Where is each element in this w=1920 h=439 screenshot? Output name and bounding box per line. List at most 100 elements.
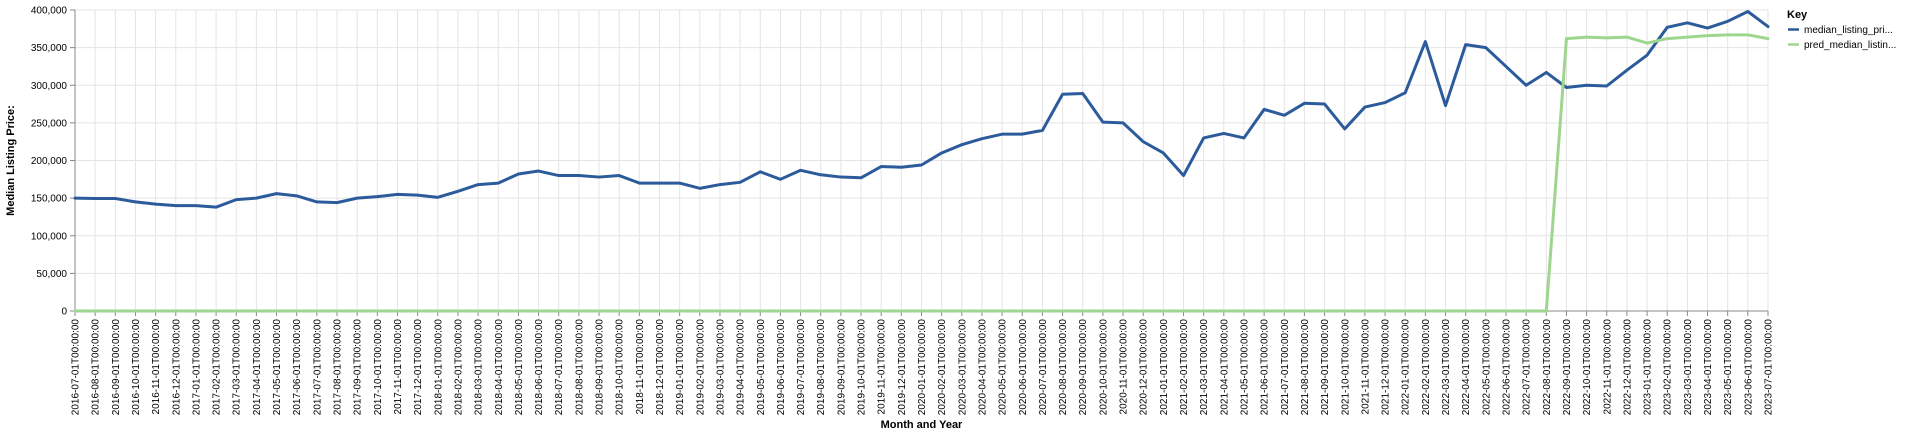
data-point — [1444, 104, 1446, 106]
data-point — [779, 178, 781, 180]
data-point — [1162, 152, 1164, 154]
x-tick-label: 2021-08-01T00:00:00 — [1300, 319, 1311, 416]
x-tick-label: 2020-11-01T00:00:00 — [1119, 319, 1130, 415]
data-point — [1344, 128, 1346, 130]
x-tick-label: 2016-08-01T00:00:00 — [91, 319, 102, 416]
x-tick-label: 2020-02-01T00:00:00 — [937, 319, 948, 416]
data-point — [1464, 43, 1466, 45]
x-tick-label: 2022-05-01T00:00:00 — [1481, 319, 1492, 416]
data-point — [1102, 310, 1104, 312]
x-tick-label: 2018-01-01T00:00:00 — [433, 319, 444, 416]
data-point — [1686, 36, 1688, 38]
data-point — [860, 177, 862, 179]
data-point — [497, 182, 499, 184]
data-point — [1565, 86, 1567, 88]
data-point — [1767, 37, 1769, 39]
x-tick-label: 2021-05-01T00:00:00 — [1239, 319, 1250, 416]
x-tick-label: 2017-06-01T00:00:00 — [292, 319, 303, 416]
data-point — [1585, 36, 1587, 38]
x-tick-label: 2017-09-01T00:00:00 — [353, 319, 364, 416]
data-point — [1726, 20, 1728, 22]
data-point — [255, 197, 257, 199]
data-point — [1021, 133, 1023, 135]
data-point — [1545, 71, 1547, 73]
x-tick-label: 2023-06-01T00:00:00 — [1743, 319, 1754, 416]
data-point — [275, 310, 277, 312]
data-point — [1464, 310, 1466, 312]
data-point — [1726, 34, 1728, 36]
x-tick-label: 2021-06-01T00:00:00 — [1260, 319, 1271, 416]
data-point — [1626, 69, 1628, 71]
data-point — [1303, 310, 1305, 312]
data-point — [1243, 310, 1245, 312]
x-tick-label: 2020-07-01T00:00:00 — [1038, 319, 1049, 416]
data-point — [678, 182, 680, 184]
data-point — [658, 310, 660, 312]
x-axis-title: Month and Year — [881, 419, 963, 431]
data-point — [457, 190, 459, 192]
data-point — [416, 310, 418, 312]
x-tick-label: 2018-10-01T00:00:00 — [615, 319, 626, 416]
data-point — [1182, 310, 1184, 312]
data-point — [739, 181, 741, 183]
data-point — [1364, 310, 1366, 312]
data-point — [638, 310, 640, 312]
data-point — [477, 310, 479, 312]
data-point — [1041, 129, 1043, 131]
x-tick-label: 2020-12-01T00:00:00 — [1139, 319, 1150, 416]
data-point — [517, 310, 519, 312]
x-tick-label: 2021-07-01T00:00:00 — [1280, 319, 1291, 416]
data-point — [1323, 310, 1325, 312]
axes: 0 50,000 100,000 150,000 200,000 250,000 300,0… — [31, 6, 1775, 416]
y-tick-label: 250,000 — [31, 118, 68, 129]
x-tick-label: 2022-03-01T00:00:00 — [1441, 319, 1452, 416]
data-point — [699, 310, 701, 312]
y-tick-label: 400,000 — [31, 6, 68, 17]
data-point — [618, 174, 620, 176]
data-point — [1082, 310, 1084, 312]
data-point — [1485, 46, 1487, 48]
data-point — [316, 310, 318, 312]
data-point — [275, 192, 277, 194]
data-point — [336, 310, 338, 312]
data-point — [1223, 132, 1225, 134]
x-tick-label: 2021-09-01T00:00:00 — [1320, 319, 1331, 416]
data-point — [336, 201, 338, 203]
x-tick-label: 2017-10-01T00:00:00 — [373, 319, 384, 416]
data-point — [296, 195, 298, 197]
data-point — [175, 204, 177, 206]
data-point — [356, 197, 358, 199]
data-point — [598, 176, 600, 178]
x-tick-label: 2018-11-01T00:00:00 — [635, 319, 646, 415]
data-point — [1606, 85, 1608, 87]
x-tick-label: 2020-01-01T00:00:00 — [917, 319, 928, 416]
data-point — [900, 166, 902, 168]
legend-title: Key — [1787, 9, 1808, 21]
x-tick-label: 2019-03-01T00:00:00 — [715, 319, 726, 416]
data-point — [940, 152, 942, 154]
data-point — [296, 310, 298, 312]
data-point — [255, 310, 257, 312]
x-tick-label: 2021-04-01T00:00:00 — [1219, 319, 1230, 416]
legend: Key median_listing_pri... pred_median_lis… — [1787, 9, 1896, 51]
data-point — [94, 310, 96, 312]
data-point — [1041, 310, 1043, 312]
data-point — [477, 183, 479, 185]
data-point — [154, 203, 156, 205]
grid-lines — [74, 9, 1769, 312]
x-tick-label: 2022-01-01T00:00:00 — [1401, 319, 1412, 416]
data-point — [1021, 310, 1023, 312]
data-point — [799, 310, 801, 312]
x-tick-label: 2016-07-01T00:00:00 — [71, 319, 82, 416]
data-point — [114, 310, 116, 312]
data-point — [437, 310, 439, 312]
x-tick-label: 2020-10-01T00:00:00 — [1098, 319, 1109, 416]
data-point — [376, 310, 378, 312]
data-point — [1344, 310, 1346, 312]
data-point — [1444, 310, 1446, 312]
x-tick-label: 2019-08-01T00:00:00 — [816, 319, 827, 416]
x-tick-label: 2018-06-01T00:00:00 — [534, 319, 545, 416]
data-point — [1505, 310, 1507, 312]
